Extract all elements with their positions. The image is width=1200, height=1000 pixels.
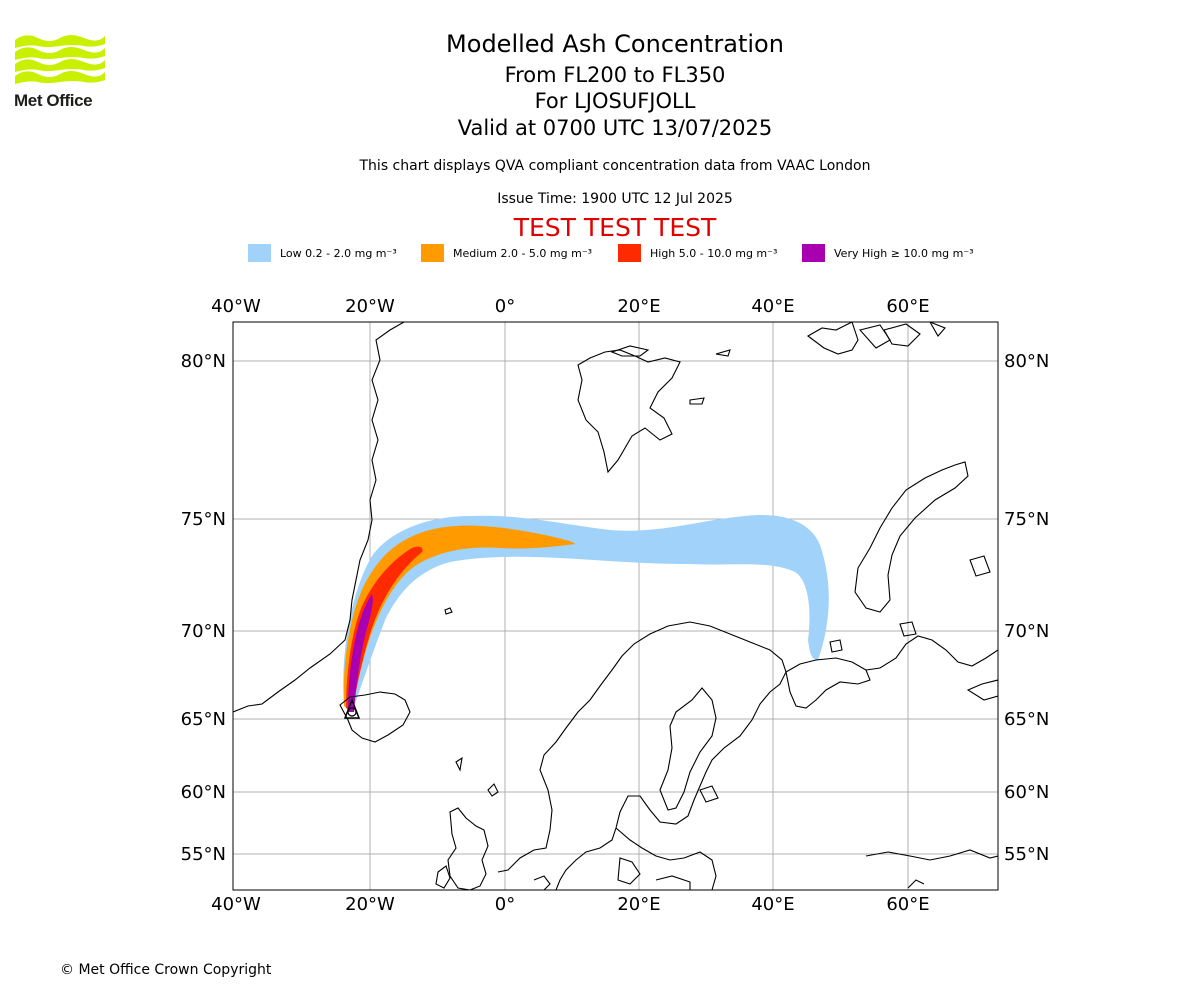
lon-label: 20°W (345, 296, 395, 317)
ash-very-high (348, 594, 373, 712)
lat-label: 65°N (1004, 709, 1049, 730)
lat-label: 60°N (1004, 782, 1049, 803)
gridlines (233, 322, 998, 890)
lon-labels-top: 40°W 20°W 0° 20°E 40°E 60°E (211, 296, 929, 317)
lon-label: 40°W (211, 894, 261, 915)
legend-item-medium: Medium 2.0 - 5.0 mg m⁻³ (421, 244, 592, 262)
lat-label: 55°N (1004, 844, 1049, 865)
legend-swatch-low (248, 244, 271, 262)
lon-label: 20°W (345, 894, 395, 915)
issue-time: Issue Time: 1900 UTC 12 Jul 2025 (497, 191, 733, 207)
valid-time: Valid at 0700 UTC 13/07/2025 (457, 116, 773, 140)
legend-swatch-high (618, 244, 641, 262)
legend-label-low: Low 0.2 - 2.0 mg m⁻³ (280, 246, 397, 260)
lat-label: 80°N (1004, 351, 1049, 372)
lon-label: 40°W (211, 296, 261, 317)
ash-low (343, 515, 829, 712)
lon-label: 60°E (886, 296, 929, 317)
lon-label: 40°E (751, 296, 794, 317)
met-office-logo (15, 35, 105, 84)
lon-label: 60°E (886, 894, 929, 915)
lat-label: 75°N (1004, 509, 1049, 530)
lat-label: 55°N (181, 844, 226, 865)
chart-subtitle: This chart displays QVA compliant concen… (359, 158, 871, 174)
legend-label-very-high: Very High ≥ 10.0 mg m⁻³ (834, 246, 974, 260)
legend-label-medium: Medium 2.0 - 5.0 mg m⁻³ (453, 246, 593, 260)
lat-label: 65°N (181, 709, 226, 730)
flight-level-range: From FL200 to FL350 (504, 63, 726, 87)
lat-label: 80°N (181, 351, 226, 372)
lat-label: 70°N (1004, 621, 1049, 642)
lon-labels-bottom: 40°W 20°W 0° 20°E 40°E 60°E (211, 894, 929, 915)
lon-label: 0° (495, 296, 515, 317)
lon-label: 40°E (751, 894, 794, 915)
lat-labels-right: 80°N 75°N 70°N 65°N 60°N 55°N (1004, 351, 1049, 865)
legend-swatch-medium (421, 244, 444, 262)
copyright-notice: © Met Office Crown Copyright (60, 962, 272, 978)
lon-label: 0° (495, 894, 515, 915)
met-office-wordmark: Met Office (14, 91, 93, 110)
coastlines (233, 322, 998, 890)
map-frame (232, 321, 999, 891)
legend-item-low: Low 0.2 - 2.0 mg m⁻³ (248, 244, 397, 262)
chart-title: Modelled Ash Concentration (446, 30, 784, 58)
legend-label-high: High 5.0 - 10.0 mg m⁻³ (650, 246, 778, 260)
map-content (233, 322, 998, 890)
lat-labels-left: 80°N 75°N 70°N 65°N 60°N 55°N (181, 351, 226, 865)
volcano-name: For LJOSUFJOLL (534, 89, 696, 113)
lat-label: 75°N (181, 509, 226, 530)
legend-swatch-very-high (802, 244, 825, 262)
legend-item-high: High 5.0 - 10.0 mg m⁻³ (618, 244, 777, 262)
legend-item-very-high: Very High ≥ 10.0 mg m⁻³ (802, 244, 974, 262)
lon-label: 20°E (617, 894, 660, 915)
lat-label: 70°N (181, 621, 226, 642)
lon-label: 20°E (617, 296, 660, 317)
lat-label: 60°N (181, 782, 226, 803)
volcano-marker (343, 697, 361, 719)
test-banner: TEST TEST TEST (513, 213, 717, 242)
